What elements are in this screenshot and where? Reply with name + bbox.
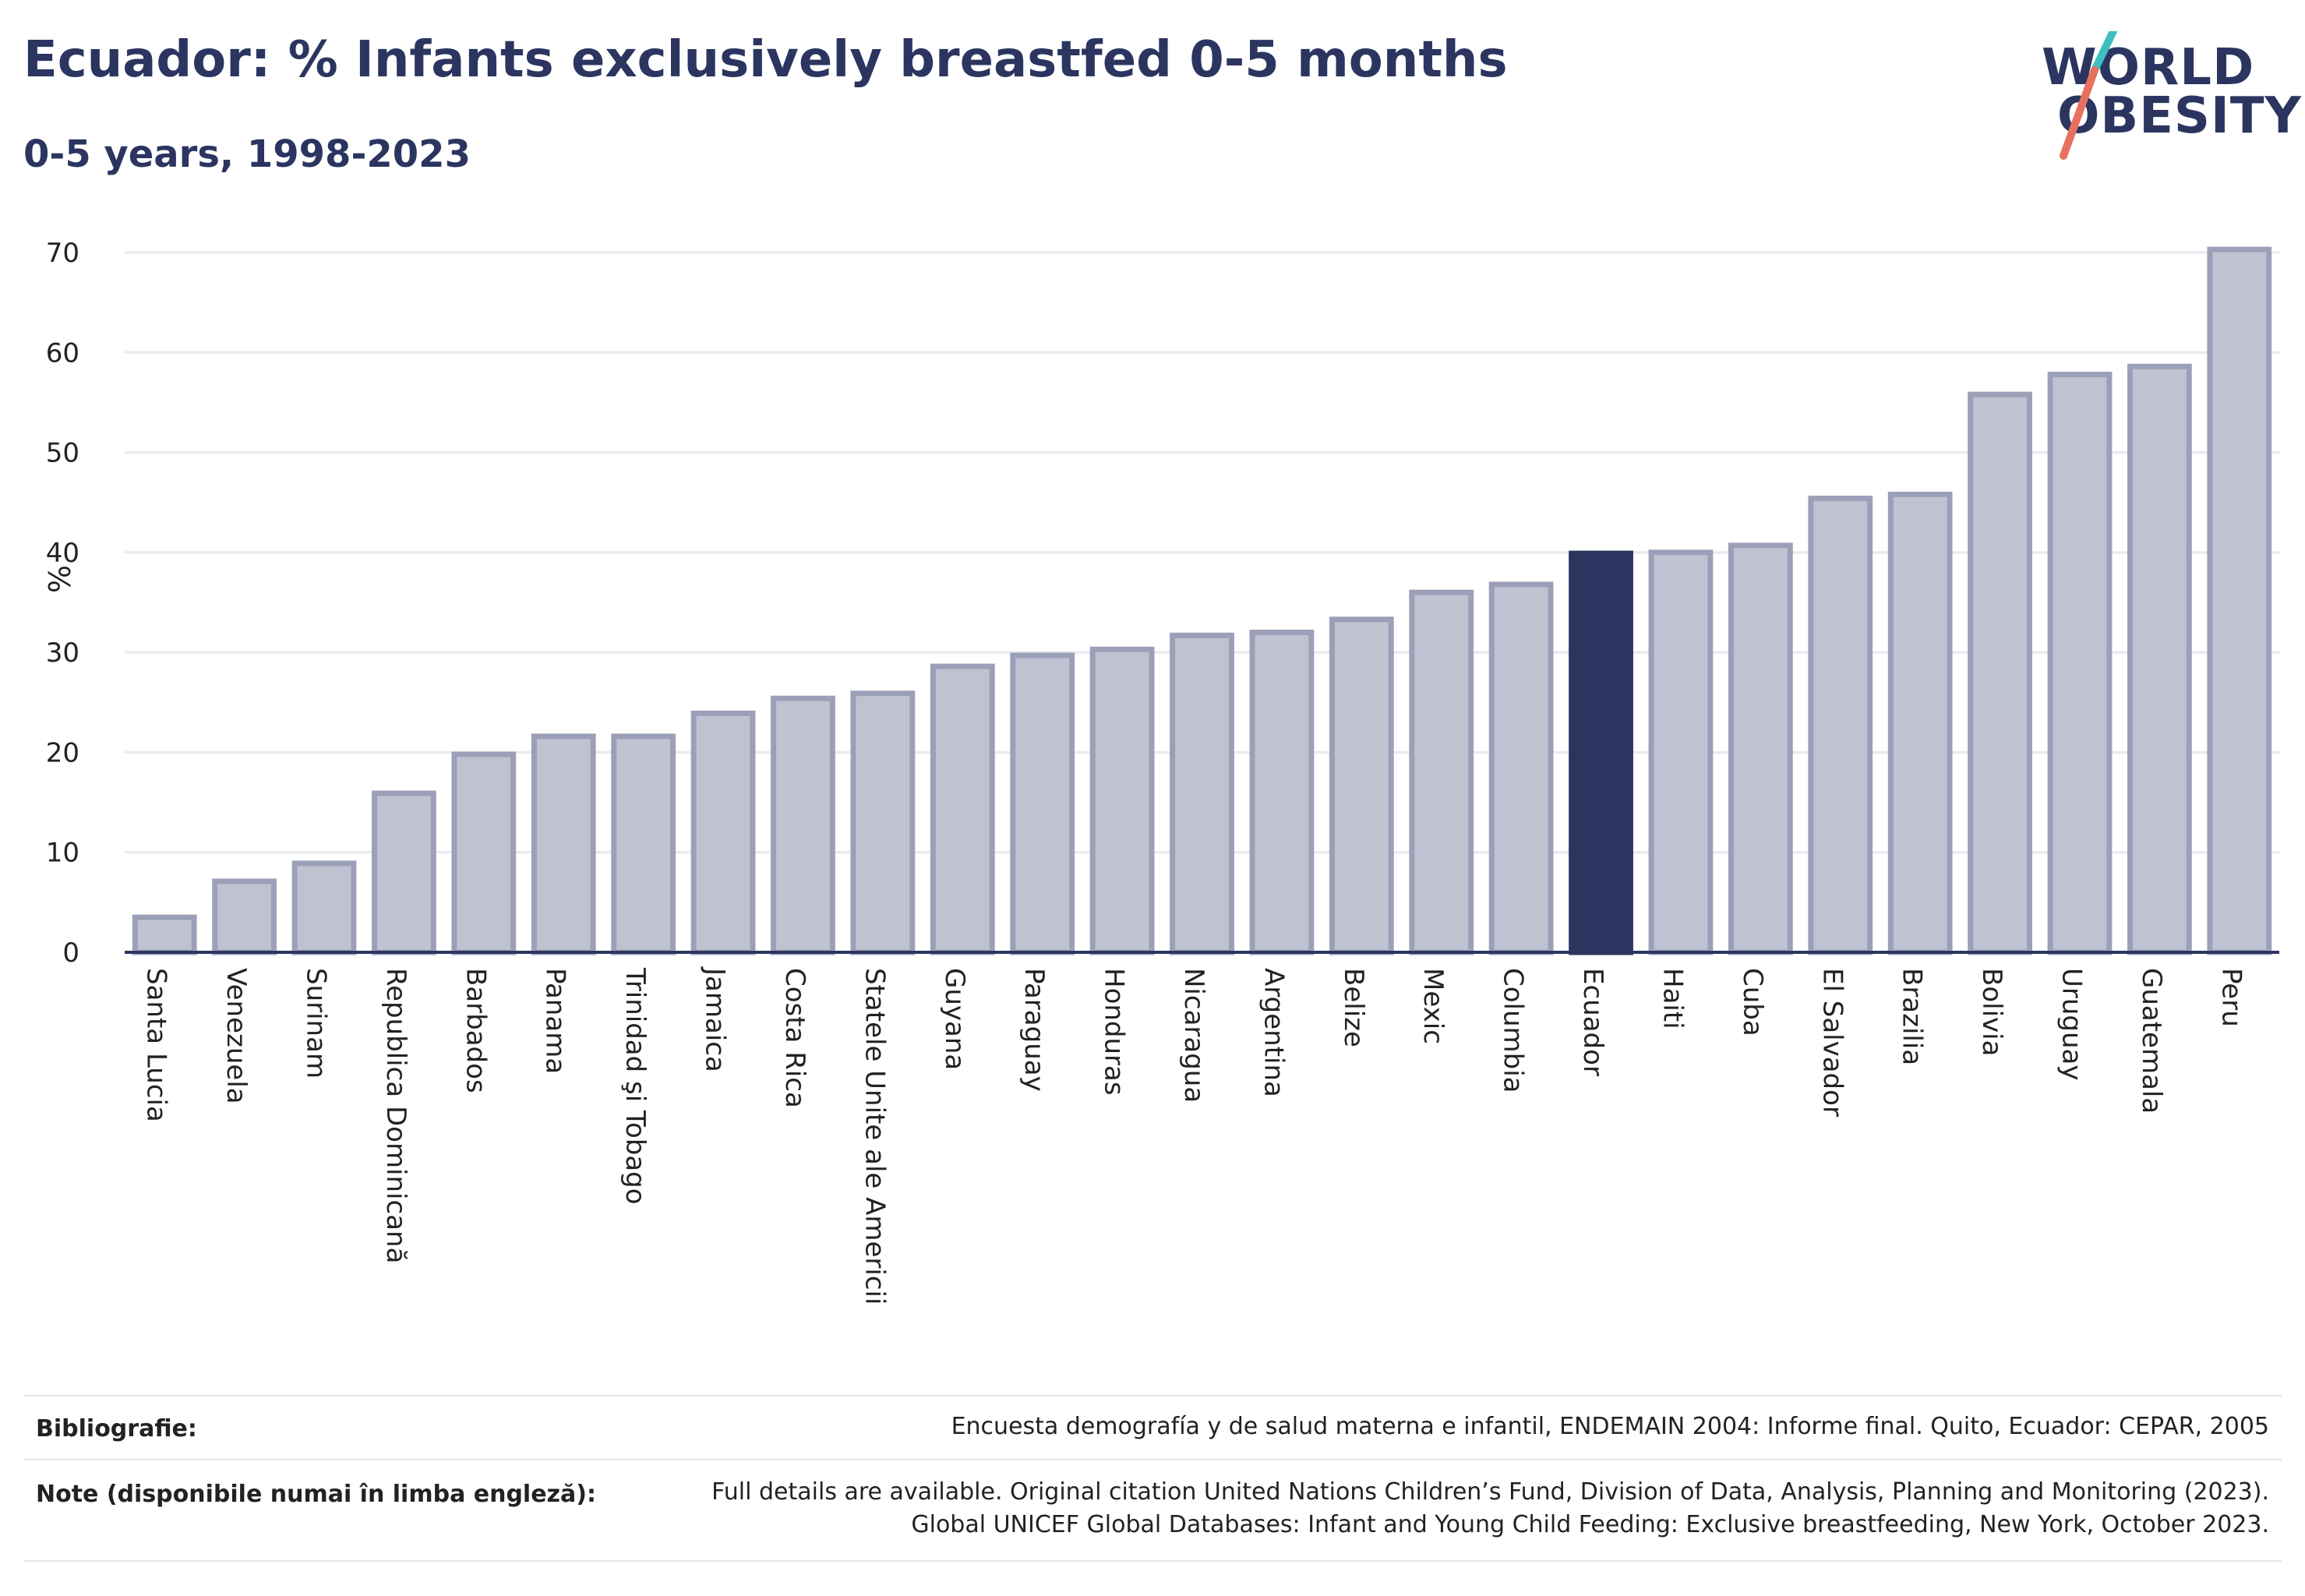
- y-tick-label: 40: [46, 538, 79, 569]
- bar-paraguay[interactable]: [1010, 652, 1075, 955]
- bar-ecuador[interactable]: [1569, 550, 1633, 955]
- bars: [125, 246, 2279, 955]
- y-tick-label: 50: [46, 438, 79, 469]
- x-tick-label: Republica Dominicană: [380, 968, 411, 1263]
- bar-uruguay[interactable]: [2047, 372, 2113, 955]
- logo-slash-icon: [2060, 31, 2117, 160]
- bar-guyana[interactable]: [930, 663, 995, 955]
- x-tick-label: Peru: [2215, 968, 2247, 1027]
- bar-surinam[interactable]: [291, 860, 357, 955]
- logo-line2: OBESITY: [2057, 87, 2302, 145]
- x-tick-label: Panama: [540, 968, 571, 1074]
- y-axis-label: %: [41, 565, 76, 593]
- y-tick-label: 0: [62, 937, 79, 969]
- bar-chart: 0 10 20 30 40 50 60 70 Santa Lucia Venezuela Suri…: [41, 238, 2279, 1305]
- bar-cuba[interactable]: [1728, 542, 1793, 955]
- bar-el-salvador[interactable]: [1808, 496, 1873, 955]
- bar-argentina[interactable]: [1249, 629, 1315, 955]
- x-tick-label: Surinam: [301, 968, 332, 1079]
- bar-jamaica[interactable]: [690, 710, 756, 955]
- x-tick-label: Brazilia: [1897, 968, 1928, 1065]
- bar-statele-unite-ale-americii[interactable]: [850, 690, 916, 955]
- bar-nicaragua[interactable]: [1170, 632, 1234, 955]
- y-tick-label: 10: [46, 838, 79, 869]
- bar-trinidad-i-tobago[interactable]: [611, 733, 676, 955]
- x-tick-label: Cuba: [1737, 968, 1768, 1036]
- bar-columbia[interactable]: [1488, 581, 1554, 955]
- bar-santa-lucia[interactable]: [132, 914, 197, 955]
- y-tick-labels: 0 10 20 30 40 50 60 70: [46, 238, 79, 969]
- bar-mexic[interactable]: [1409, 589, 1474, 955]
- x-tick-labels: Santa Lucia Venezuela Surinam Republica Dom…: [141, 966, 2247, 1305]
- x-tick-label: Guatemala: [2136, 968, 2167, 1114]
- bar-panama[interactable]: [531, 733, 596, 955]
- chart-subtitle: 0-5 years, 1998-2023: [23, 132, 471, 176]
- x-tick-label: Honduras: [1099, 968, 1130, 1096]
- y-tick-label: 70: [46, 238, 79, 269]
- world-obesity-logo: WORLD OBESITY: [2026, 31, 2301, 164]
- x-tick-label: Costa Rica: [779, 968, 810, 1108]
- y-tick-label: 60: [46, 337, 79, 369]
- x-tick-label: Paraguay: [1018, 968, 1050, 1092]
- notes-line2: Global UNICEF Global Databases: Infant a…: [911, 1511, 2269, 1538]
- bibliography-row: Bibliografie: Encuesta demografía y de s…: [23, 1395, 2282, 1460]
- bar-belize[interactable]: [1329, 616, 1394, 955]
- bar-barbados[interactable]: [451, 751, 517, 955]
- x-tick-label: Bolivia: [1976, 968, 2007, 1056]
- x-tick-label: Statele Unite ale Americii: [859, 968, 890, 1305]
- x-tick-label: Mexic: [1417, 968, 1449, 1044]
- x-tick-label: Ecuador: [1577, 968, 1608, 1076]
- notes-row: Note (disponibile numai în limba engleză…: [23, 1459, 2282, 1562]
- x-tick-label: Uruguay: [2056, 968, 2087, 1081]
- bar-costa-rica[interactable]: [771, 695, 835, 955]
- bar-peru[interactable]: [2207, 246, 2272, 955]
- notes-line1: Full details are available. Original cit…: [711, 1478, 2269, 1506]
- logo-line1: WORLD: [2042, 39, 2255, 97]
- x-tick-label: Jamaica: [700, 966, 731, 1072]
- x-tick-label: Santa Lucia: [141, 968, 172, 1122]
- x-tick-label: Argentina: [1258, 968, 1289, 1097]
- x-tick-label: El Salvador: [1816, 968, 1848, 1117]
- bar-guatemala[interactable]: [2127, 363, 2192, 955]
- x-tick-label: Venezuela: [221, 968, 252, 1104]
- bar-haiti[interactable]: [1648, 549, 1714, 955]
- notes-label: Note (disponibile numai în limba engleză…: [36, 1481, 596, 1508]
- bar-brazilia[interactable]: [1887, 491, 1953, 955]
- bar-venezuela[interactable]: [212, 878, 277, 955]
- x-tick-label: Belize: [1338, 968, 1369, 1047]
- x-tick-label: Barbados: [460, 968, 491, 1093]
- bar-bolivia[interactable]: [1968, 391, 2032, 955]
- y-tick-label: 30: [46, 637, 79, 669]
- bibliography-label: Bibliografie:: [36, 1415, 197, 1442]
- y-tick-label: 20: [46, 737, 79, 768]
- x-tick-label: Haiti: [1657, 968, 1688, 1029]
- bar-honduras[interactable]: [1089, 646, 1155, 955]
- bibliography-text: Encuesta demografía y de salud materna e…: [951, 1413, 2269, 1440]
- bar-republica-dominican-[interactable]: [372, 790, 436, 955]
- x-tick-label: Nicaragua: [1178, 968, 1209, 1103]
- chart-title: Ecuador: % Infants exclusively breastfed…: [23, 31, 1508, 89]
- x-tick-label: Trinidad şi Tobago: [619, 967, 651, 1205]
- x-tick-label: Columbia: [1498, 968, 1529, 1093]
- x-tick-label: Guyana: [939, 968, 970, 1070]
